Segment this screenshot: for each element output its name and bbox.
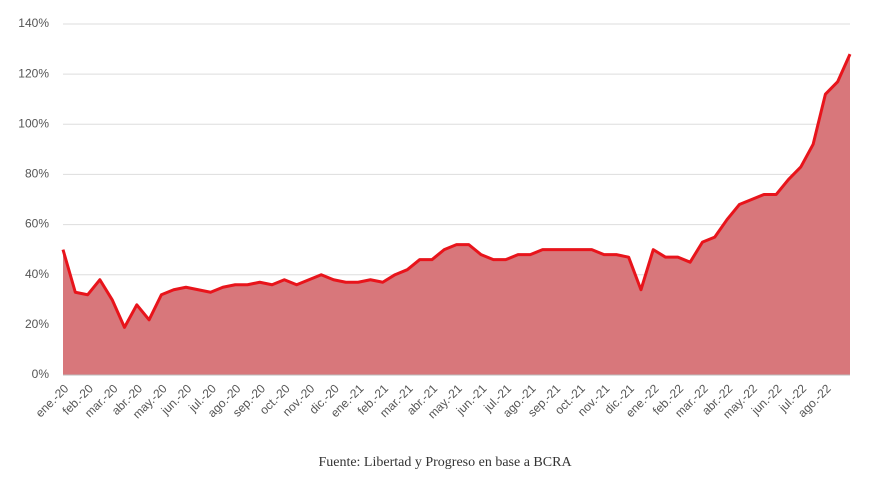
y-tick-label: 100% [18,116,49,130]
y-tick-label: 20% [25,317,49,331]
y-tick-label: 60% [25,217,49,231]
area [63,54,850,375]
y-tick-label: 80% [25,167,49,181]
caption: Fuente: Libertad y Progreso en base a BC… [318,455,572,470]
line [61,53,852,329]
y-tick-label: 40% [25,267,49,281]
y-tick-label: 0% [32,367,50,381]
y-tick-label: 120% [18,66,49,80]
y-tick-label: 140% [18,16,49,30]
